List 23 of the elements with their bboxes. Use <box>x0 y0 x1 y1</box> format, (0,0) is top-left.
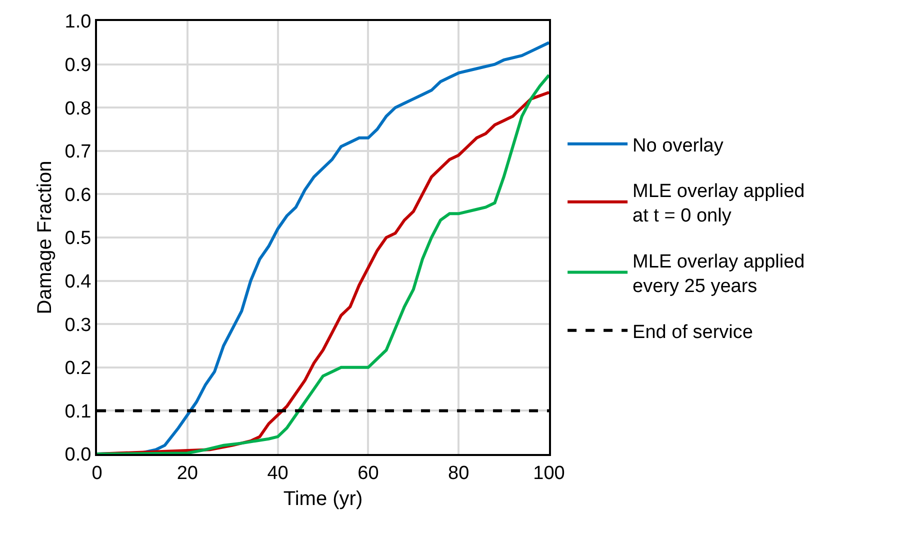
x-tick-label: 20 <box>176 462 198 484</box>
y-tick-label: 0.7 <box>64 142 92 163</box>
legend-label: End of service <box>632 322 753 343</box>
y-tick-label: 0.0 <box>64 444 92 466</box>
y-axis-title: Damage Fraction <box>34 160 56 314</box>
legend-label: MLE overlay applied at t = 0 only <box>632 180 805 227</box>
y-tick-label: 0.1 <box>64 401 92 422</box>
x-tick-label: 100 <box>533 462 565 484</box>
x-tick-label: 0 <box>92 462 102 484</box>
y-tick-label: 0.6 <box>64 184 92 206</box>
y-tick-label: 0.5 <box>64 228 92 250</box>
legend-label: No overlay <box>632 135 724 156</box>
y-tick-label: 0.2 <box>64 358 92 380</box>
y-tick-label: 1.0 <box>64 12 92 33</box>
y-tick-label: 0.4 <box>64 271 92 292</box>
y-tick-label: 0.8 <box>64 98 92 120</box>
x-tick-label: 80 <box>448 462 470 484</box>
y-tick-label: 0.3 <box>64 314 92 336</box>
legend-label: MLE overlay applied every 25 years <box>632 251 805 298</box>
y-tick-label: 0.9 <box>64 54 92 76</box>
x-tick-label: 60 <box>358 462 379 484</box>
x-tick-label: 40 <box>267 462 288 484</box>
x-axis-title: Time (yr) <box>283 488 363 510</box>
